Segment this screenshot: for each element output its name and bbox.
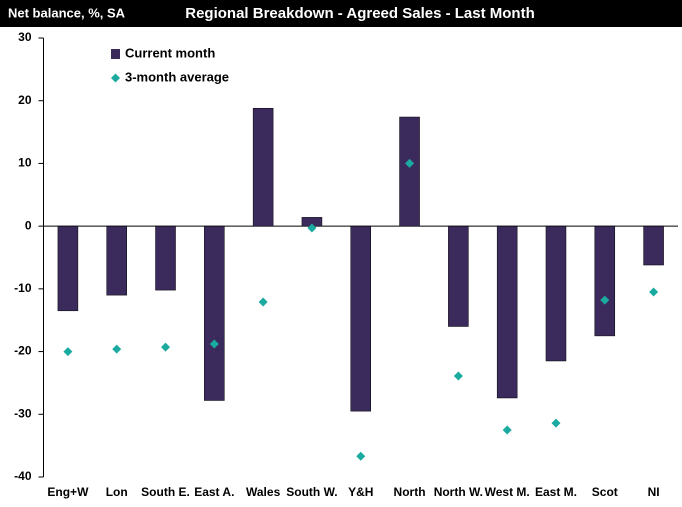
y-tick-label: 10 — [18, 156, 32, 170]
y-tick-label: -40 — [14, 469, 32, 483]
x-tick-label: NI — [648, 485, 660, 499]
x-tick-label: West M. — [485, 485, 530, 499]
bar — [399, 116, 420, 227]
y-tick-label: 30 — [18, 30, 32, 44]
legend-swatch — [111, 49, 120, 59]
bar — [57, 225, 79, 312]
marker — [649, 287, 659, 297]
bar — [204, 225, 225, 401]
marker — [600, 295, 610, 305]
marker — [551, 418, 561, 428]
marker — [502, 425, 512, 435]
y-tick-label: 20 — [18, 93, 32, 107]
marker — [258, 297, 268, 307]
x-tick-label: Y&H — [348, 485, 373, 499]
x-tick-label: East M. — [535, 485, 577, 499]
bar — [594, 225, 616, 337]
bar — [106, 225, 127, 296]
chart-subtitle: Net balance, %, SA — [8, 5, 126, 20]
header-bar — [0, 0, 682, 27]
x-tick-label: Lon — [106, 485, 128, 499]
marker — [209, 339, 219, 349]
bar — [496, 225, 518, 399]
chart-title: Regional Breakdown - Agreed Sales - Last… — [185, 5, 535, 22]
bar — [350, 225, 371, 412]
x-tick-label: Scot — [592, 485, 618, 499]
legend-label: 3-month average — [125, 69, 229, 84]
marker — [63, 347, 73, 357]
bar — [155, 225, 176, 291]
marker — [453, 371, 463, 381]
x-tick-label: East A. — [194, 485, 234, 499]
x-tick-label: North — [394, 485, 426, 499]
y-tick-label: -20 — [14, 344, 32, 358]
x-tick-label: South W. — [286, 485, 337, 499]
bar — [252, 107, 274, 227]
marker — [356, 451, 366, 461]
legend-label: Current month — [125, 45, 215, 60]
legend-swatch — [111, 73, 120, 83]
marker — [405, 158, 415, 168]
x-tick-label: North W. — [434, 485, 483, 499]
x-tick-label: Eng+W — [47, 485, 89, 499]
y-tick-label: -30 — [14, 406, 32, 420]
y-tick-label: -10 — [14, 281, 32, 295]
bar — [643, 225, 664, 266]
marker — [112, 344, 122, 354]
x-tick-label: Wales — [246, 485, 281, 499]
bar — [448, 225, 469, 327]
y-tick-label: 0 — [25, 218, 32, 232]
x-tick-label: South E. — [141, 485, 190, 499]
marker — [161, 342, 171, 352]
bar — [545, 225, 567, 362]
marker — [307, 223, 317, 233]
